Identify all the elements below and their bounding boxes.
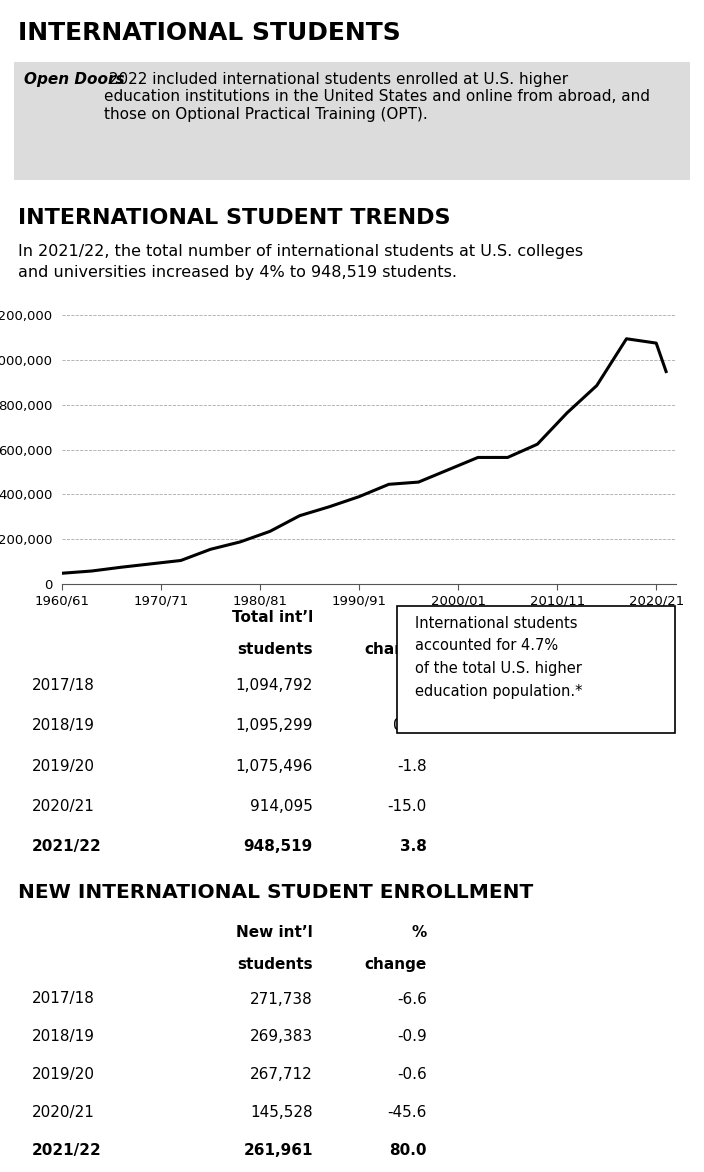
Text: 2018/19: 2018/19 xyxy=(32,718,94,734)
Text: INTERNATIONAL STUDENTS: INTERNATIONAL STUDENTS xyxy=(18,21,401,45)
Text: 271,738: 271,738 xyxy=(250,992,313,1007)
Text: %: % xyxy=(411,611,427,626)
Text: 2019/20: 2019/20 xyxy=(32,758,94,774)
FancyBboxPatch shape xyxy=(397,606,675,732)
Text: In 2021/22, the total number of international students at U.S. colleges
and univ: In 2021/22, the total number of internat… xyxy=(18,244,583,280)
Text: 80.0: 80.0 xyxy=(389,1144,427,1158)
Text: 2022 included international students enrolled at U.S. higher
education instituti: 2022 included international students enr… xyxy=(104,71,650,122)
Text: -15.0: -15.0 xyxy=(387,799,427,813)
Text: -0.9: -0.9 xyxy=(397,1029,427,1044)
Text: NEW INTERNATIONAL STUDENT ENROLLMENT: NEW INTERNATIONAL STUDENT ENROLLMENT xyxy=(18,883,533,901)
Text: 3.8: 3.8 xyxy=(400,839,427,854)
Text: 2018/19: 2018/19 xyxy=(32,1029,94,1044)
Text: students: students xyxy=(237,958,313,973)
Text: 2017/18: 2017/18 xyxy=(32,677,94,693)
Text: Total int’l: Total int’l xyxy=(232,611,313,626)
Text: 267,712: 267,712 xyxy=(250,1068,313,1083)
Text: 145,528: 145,528 xyxy=(250,1105,313,1120)
Text: -45.6: -45.6 xyxy=(387,1105,427,1120)
Text: 1,094,792: 1,094,792 xyxy=(235,677,313,693)
Text: -6.6: -6.6 xyxy=(397,992,427,1007)
Text: 1,095,299: 1,095,299 xyxy=(235,718,313,734)
Text: -1.8: -1.8 xyxy=(397,758,427,774)
Text: 2019/20: 2019/20 xyxy=(32,1068,94,1083)
Text: 948,519: 948,519 xyxy=(244,839,313,854)
Text: New int’l: New int’l xyxy=(236,926,313,940)
Text: 914,095: 914,095 xyxy=(250,799,313,813)
Text: change: change xyxy=(365,958,427,973)
Text: %: % xyxy=(411,926,427,940)
Text: 1.5: 1.5 xyxy=(403,677,427,693)
Text: -0.6: -0.6 xyxy=(397,1068,427,1083)
Text: 1,075,496: 1,075,496 xyxy=(235,758,313,774)
Text: International students
accounted for 4.7%
of the total U.S. higher
education pop: International students accounted for 4.7… xyxy=(415,615,582,699)
Text: 2020/21: 2020/21 xyxy=(32,1105,94,1120)
Text: 2021/22: 2021/22 xyxy=(32,1144,101,1158)
Text: 2020/21: 2020/21 xyxy=(32,799,94,813)
Text: 0.05: 0.05 xyxy=(393,718,427,734)
Text: 2017/18: 2017/18 xyxy=(32,992,94,1007)
FancyBboxPatch shape xyxy=(14,62,690,180)
Text: students: students xyxy=(237,641,313,656)
Text: 261,961: 261,961 xyxy=(244,1144,313,1158)
Text: 2021/22: 2021/22 xyxy=(32,839,101,854)
Text: INTERNATIONAL STUDENT TRENDS: INTERNATIONAL STUDENT TRENDS xyxy=(18,207,451,229)
Text: change: change xyxy=(365,641,427,656)
Text: 269,383: 269,383 xyxy=(250,1029,313,1044)
Text: Open Doors: Open Doors xyxy=(24,71,125,87)
